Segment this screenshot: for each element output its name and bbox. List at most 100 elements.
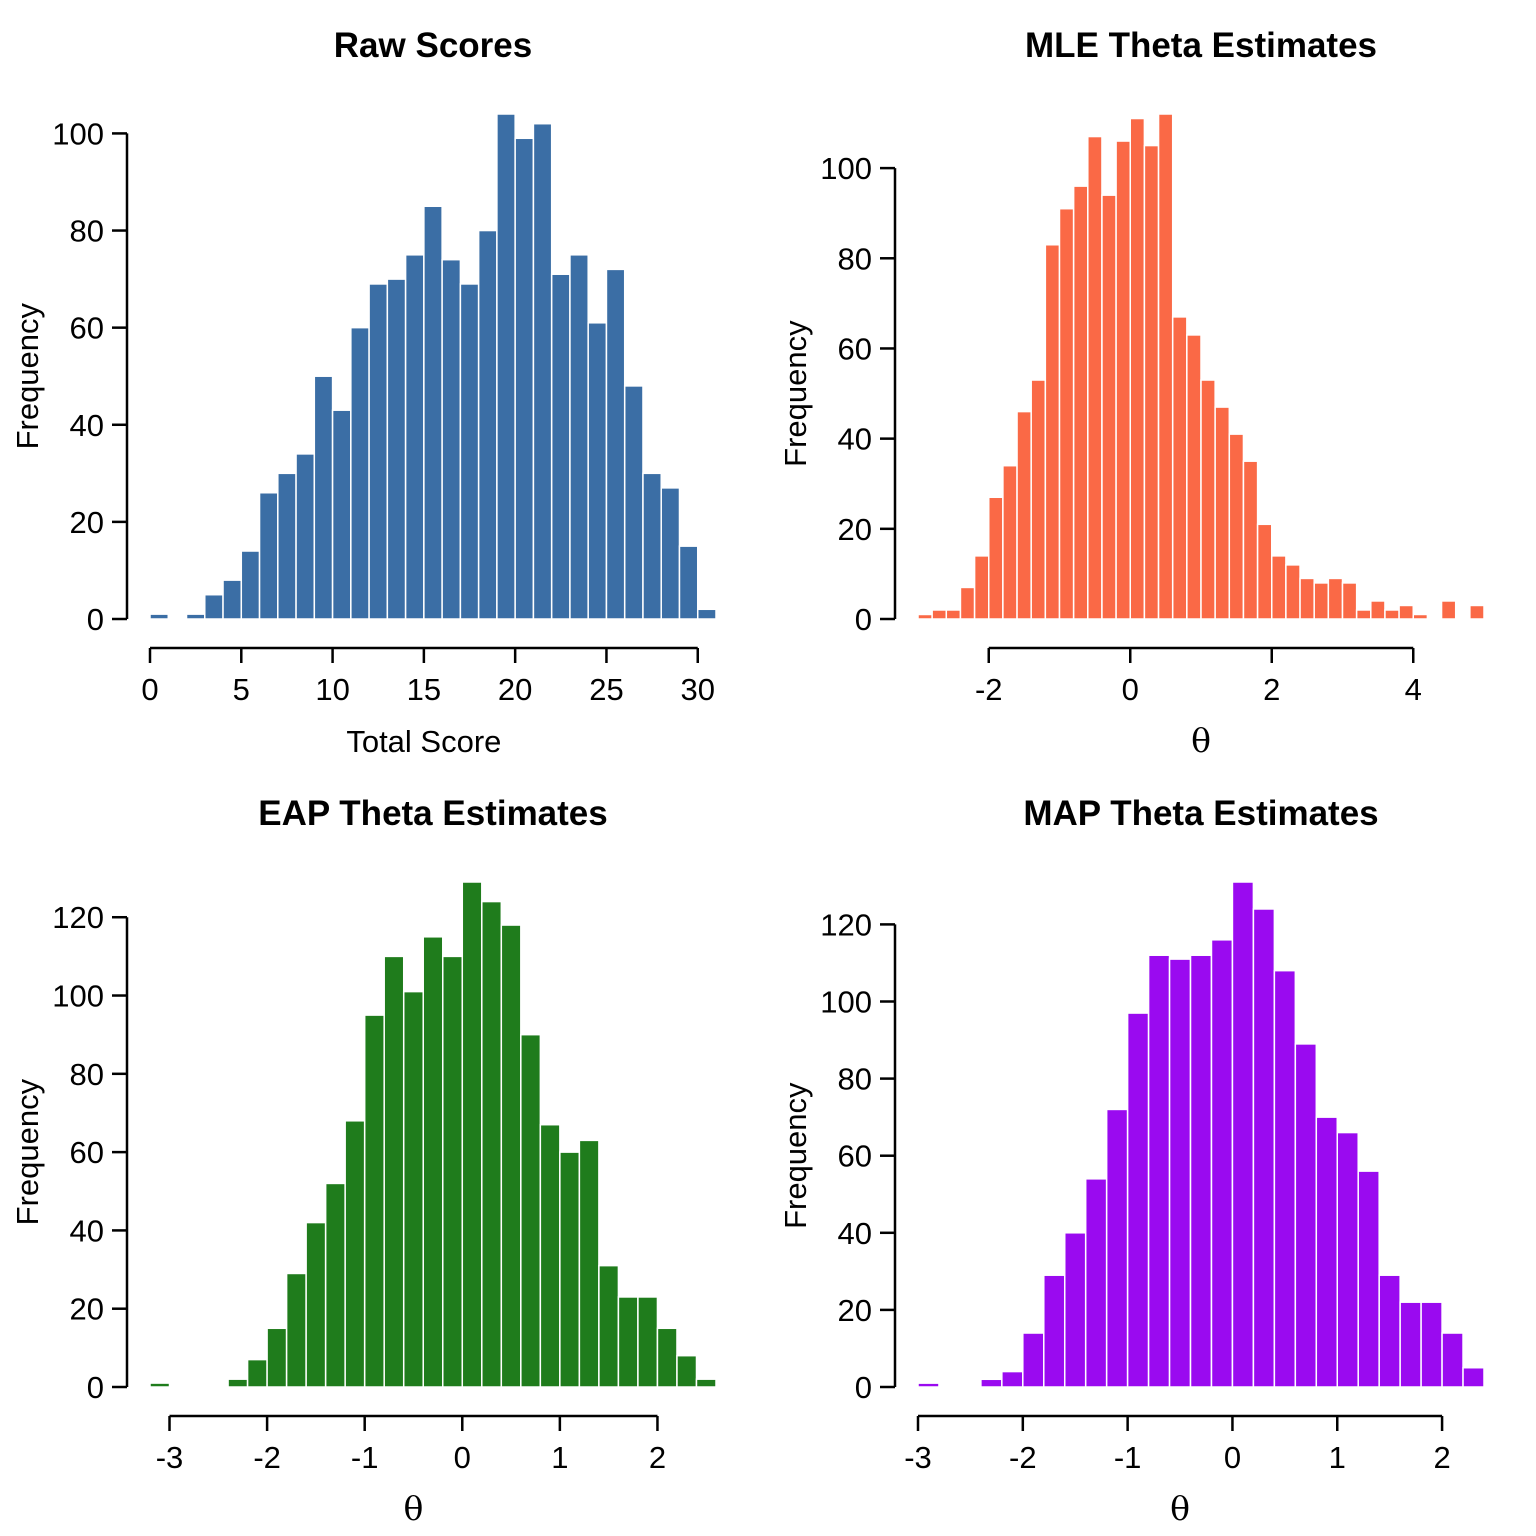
histogram-bar — [1271, 555, 1287, 620]
y-tick-label: 80 — [70, 1057, 104, 1092]
x-axis-label: θ — [404, 1489, 424, 1528]
histogram-bar — [1001, 1370, 1024, 1388]
y-tick-label: 100 — [52, 979, 104, 1014]
histogram-bar — [185, 613, 206, 620]
y-tick-label: 120 — [820, 907, 872, 942]
histogram-bar — [678, 545, 699, 620]
histogram-bar — [1063, 1232, 1087, 1388]
histogram-bar — [266, 1327, 288, 1388]
histogram-bar — [931, 609, 948, 620]
y-axis-label: Frequency — [778, 320, 813, 467]
x-tick-label: 0 — [454, 1440, 471, 1475]
y-tick-label: 20 — [70, 1292, 104, 1327]
histogram-bar — [1299, 577, 1315, 620]
x-tick-label: 15 — [407, 672, 441, 707]
histogram-bar — [1101, 194, 1117, 620]
x-tick-label: -1 — [1114, 1440, 1142, 1475]
chart-title: MLE Theta Estimates — [1025, 26, 1377, 65]
y-tick-label: 60 — [70, 1135, 104, 1170]
x-tick-label: 10 — [315, 672, 349, 707]
histogram-bar — [350, 326, 370, 620]
y-tick-label: 60 — [838, 331, 872, 366]
histogram-bar — [1157, 113, 1174, 620]
histogram-bar — [331, 409, 352, 620]
histogram-bar — [402, 990, 424, 1388]
histogram-bar — [1022, 1332, 1045, 1388]
histogram-bar — [550, 273, 571, 620]
histogram-bar — [386, 278, 407, 620]
histogram-bar — [477, 229, 498, 620]
histogram-bar — [1200, 379, 1216, 620]
x-tick-label: 20 — [498, 672, 532, 707]
histogram-bar — [423, 205, 443, 620]
x-tick-label: 0 — [141, 672, 158, 707]
histogram-bar — [1168, 958, 1192, 1388]
x-axis-label: Total Score — [346, 724, 501, 759]
x-tick-label: 0 — [1224, 1440, 1241, 1475]
y-tick-label: 60 — [70, 311, 104, 346]
histogram-bar — [481, 900, 503, 1388]
histogram-bar — [980, 1378, 1003, 1388]
histogram-bar — [1420, 1301, 1443, 1388]
histogram-bar — [514, 137, 535, 620]
panel-map-theta-estimates: -3 -2 -1 0 1 2 0 20 40 60 80 100 120 MAP Theta Estima… — [768, 768, 1536, 1536]
histogram-bar — [246, 1358, 268, 1388]
histogram-bar — [1189, 954, 1213, 1388]
histogram-bar — [520, 1033, 542, 1388]
chart-title: Raw Scores — [334, 26, 532, 65]
y-tick-label: 80 — [70, 214, 104, 249]
y-tick-label: 0 — [855, 1370, 872, 1405]
y-tick-label: 100 — [820, 985, 872, 1020]
histogram-bar — [1462, 1366, 1485, 1388]
histogram-bar — [1186, 334, 1202, 620]
x-tick-label: 4 — [1405, 672, 1422, 707]
histogram-bar — [578, 1139, 600, 1388]
histogram-bar — [1440, 600, 1457, 620]
x-tick-label: 2 — [1433, 1440, 1450, 1475]
y-tick-label: 40 — [70, 408, 104, 443]
histogram-bar — [258, 492, 279, 620]
histogram-bar — [559, 1151, 581, 1388]
histogram-bar — [1210, 939, 1234, 1388]
y-tick-label: 0 — [87, 602, 104, 637]
histogram-bar — [324, 1182, 346, 1388]
panel-mle-theta-estimates: -2 0 2 4 0 20 40 60 80 100 MLE Theta Estimates θ Fre… — [768, 0, 1536, 768]
histogram-bar — [695, 1378, 717, 1388]
histogram-bar — [149, 613, 170, 620]
histogram-bar — [587, 322, 608, 620]
histogram-bar — [569, 254, 589, 620]
histogram-bar — [1016, 410, 1032, 620]
y-tick-label: 40 — [70, 1213, 104, 1248]
y-axis-label: Frequency — [778, 1082, 813, 1229]
histogram-bar — [917, 613, 933, 620]
x-tick-label: -1 — [351, 1440, 379, 1475]
histogram-bar — [1147, 954, 1171, 1388]
histogram-bar — [1378, 1274, 1401, 1388]
histogram-bar — [1273, 969, 1297, 1388]
histogram-bar — [1313, 582, 1330, 620]
x-tick-label: 25 — [589, 672, 623, 707]
histogram-bar — [285, 1272, 307, 1388]
histogram-bar — [1469, 604, 1485, 620]
y-tick-label: 20 — [70, 505, 104, 540]
histogram-bar — [623, 385, 644, 620]
histogram-bar — [442, 955, 464, 1388]
histogram-bar — [1252, 908, 1276, 1388]
histogram-bar — [1105, 1108, 1129, 1388]
histogram-bar — [1087, 135, 1103, 620]
histogram-bar — [532, 122, 553, 620]
y-tick-label: 80 — [838, 241, 872, 276]
histogram-bar — [1412, 613, 1429, 620]
x-axis-label: θ — [1170, 1489, 1190, 1528]
histogram-bar — [222, 579, 243, 620]
histogram-bar — [1115, 140, 1132, 620]
y-tick-label: 60 — [838, 1139, 872, 1174]
histogram-bar — [598, 1264, 620, 1388]
x-tick-label: 0 — [1122, 672, 1139, 707]
histogram-bar — [368, 283, 389, 620]
x-tick-label: -2 — [253, 1440, 281, 1475]
histogram-bar — [204, 593, 224, 620]
